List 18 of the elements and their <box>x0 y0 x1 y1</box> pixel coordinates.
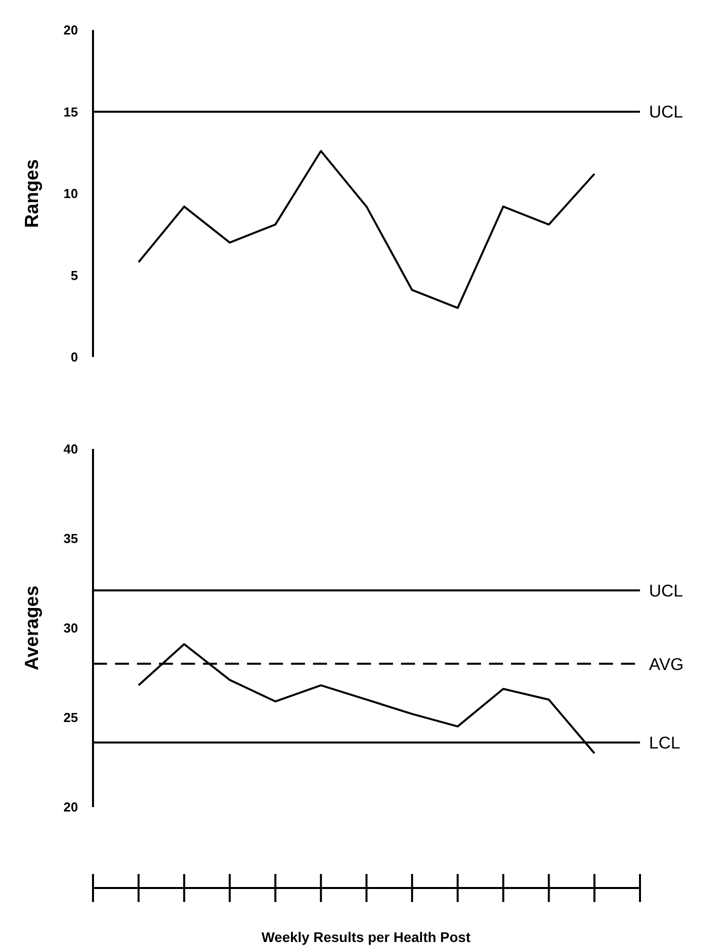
y-tick-label: 20 <box>64 22 78 38</box>
y-tick-label: 20 <box>64 800 78 815</box>
y-tick-label: 10 <box>64 186 78 202</box>
ref-line-label: AVG <box>649 654 684 674</box>
x-axis-title: Weekly Results per Health Post <box>261 929 471 945</box>
y-tick-label: 5 <box>70 268 78 283</box>
y-tick-label: 30 <box>64 620 78 636</box>
y-axis-title: Ranges <box>22 159 43 228</box>
y-tick-label: 0 <box>70 350 78 365</box>
y-axis-title: Averages <box>22 586 43 670</box>
ref-line-label: UCL <box>649 581 684 600</box>
ref-line-label: UCL <box>649 102 684 122</box>
y-tick-label: 25 <box>64 710 78 726</box>
ref-line-label: LCL <box>649 734 680 753</box>
y-tick-label: 35 <box>64 531 78 546</box>
line-series <box>138 150 596 309</box>
y-tick-label: 40 <box>64 442 78 457</box>
y-tick-label: 15 <box>64 104 78 120</box>
